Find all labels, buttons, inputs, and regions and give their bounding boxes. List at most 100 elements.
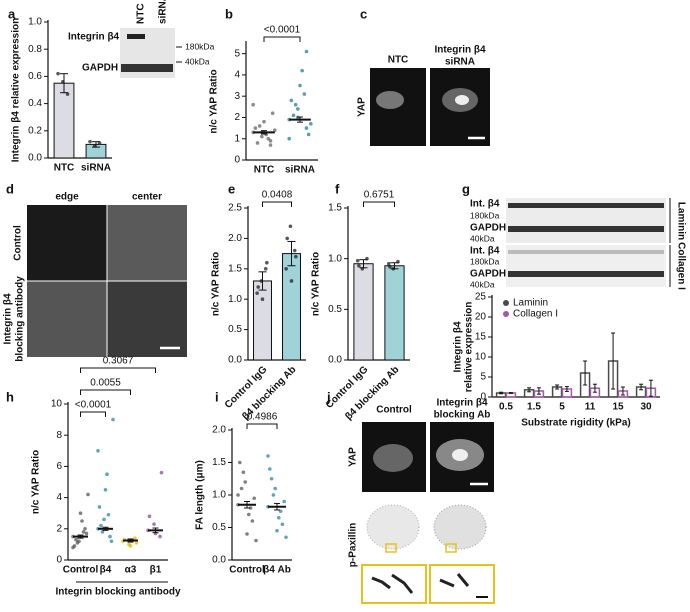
y-tick-label: 8 bbox=[56, 430, 62, 441]
zoom-inset bbox=[361, 564, 427, 604]
panel-letter: a bbox=[8, 6, 16, 21]
data-point bbox=[284, 267, 288, 271]
y-tick-label: 2.5 bbox=[228, 203, 242, 214]
data-point bbox=[265, 260, 269, 265]
data-point bbox=[84, 531, 89, 536]
data-point bbox=[75, 541, 80, 545]
data-point bbox=[236, 493, 240, 497]
p-value: <0.0001 bbox=[264, 25, 301, 36]
data-point bbox=[304, 49, 309, 54]
data-point bbox=[158, 534, 162, 539]
band bbox=[508, 250, 664, 254]
significance-bracket bbox=[80, 367, 156, 373]
legend-label: Collagen I bbox=[513, 309, 558, 320]
data-point bbox=[266, 136, 271, 141]
data-point bbox=[80, 519, 84, 523]
data-point bbox=[309, 122, 313, 126]
bar bbox=[353, 263, 374, 361]
marker-label: 40kDa bbox=[185, 56, 210, 66]
x-axis-label: Substrate rigidity (kPa) bbox=[521, 418, 630, 429]
marker-label: 40kDa bbox=[470, 233, 495, 243]
data-point bbox=[255, 141, 260, 145]
legend-marker bbox=[503, 300, 509, 306]
y-axis-label: relative expression bbox=[464, 302, 475, 393]
marker-label: 180kDa bbox=[470, 210, 500, 220]
y-axis-label: n/c YAP Ratio bbox=[211, 252, 222, 316]
band bbox=[508, 226, 664, 232]
blot-a: Integrin β4 GAPDH NTC siRNA 180kDa 40kDa bbox=[68, 0, 215, 78]
data-point bbox=[355, 258, 360, 263]
data-point bbox=[388, 264, 392, 269]
row-label: Int. β4 bbox=[470, 246, 500, 257]
x-tick-label: 5 bbox=[559, 402, 565, 413]
data-point bbox=[245, 532, 249, 536]
data-point bbox=[100, 530, 105, 534]
x-tick-label: 0.5 bbox=[499, 402, 513, 413]
y-tick-label: 5 bbox=[234, 48, 240, 59]
data-point bbox=[275, 528, 279, 533]
data-point bbox=[304, 126, 309, 130]
cell bbox=[376, 91, 404, 109]
y-tick-label: 10 bbox=[475, 352, 487, 363]
data-point bbox=[83, 527, 87, 531]
x-tick-label: β4 Ab bbox=[263, 565, 291, 576]
data-point bbox=[257, 124, 262, 128]
y-tick-label: 25 bbox=[475, 292, 487, 303]
significance-bracket bbox=[80, 411, 106, 417]
data-point bbox=[103, 488, 108, 492]
data-point bbox=[386, 261, 391, 266]
data-point bbox=[253, 126, 258, 130]
column-label: NTC bbox=[388, 55, 409, 66]
y-tick-label: 1.0 bbox=[228, 294, 242, 305]
data-point bbox=[159, 470, 164, 475]
y-axis-label: Integrin β4 bbox=[453, 321, 464, 373]
data-point bbox=[273, 128, 277, 133]
row-label: GAPDH bbox=[470, 223, 506, 234]
cell bbox=[366, 504, 420, 550]
y-tick-label: 10 bbox=[51, 399, 63, 410]
data-point bbox=[134, 541, 139, 545]
y-tick-label: 0.8 bbox=[28, 44, 42, 55]
x-tick-label: NTC bbox=[54, 163, 75, 174]
row-label: Control bbox=[13, 225, 24, 261]
marker-label: 180kDa bbox=[185, 41, 215, 51]
row-label: Integrin β4 bbox=[3, 293, 14, 345]
marker-label: 40kDa bbox=[470, 279, 495, 289]
marker-label: 180kDa bbox=[470, 256, 500, 266]
data-point bbox=[287, 136, 292, 141]
data-point bbox=[263, 267, 268, 271]
y-tick-label: 3 bbox=[234, 91, 240, 102]
data-point bbox=[256, 285, 260, 289]
p-value: 0.3067 bbox=[103, 356, 134, 367]
data-point bbox=[241, 470, 246, 475]
data-point bbox=[291, 113, 296, 118]
y-tick-label: 20 bbox=[475, 312, 487, 323]
p-value: 0.0408 bbox=[262, 190, 293, 201]
data-point bbox=[152, 522, 156, 526]
p-value: 0.0055 bbox=[90, 378, 121, 389]
y-tick-label: 1.0 bbox=[328, 253, 342, 264]
x-tick-label: NTC bbox=[254, 165, 275, 176]
panel-letter: e bbox=[228, 181, 235, 196]
y-tick-label: 2.0 bbox=[212, 425, 226, 436]
column-label: Integrin β4 bbox=[436, 398, 488, 409]
data-point bbox=[260, 134, 264, 139]
y-axis-label: n/c YAP Ratio bbox=[209, 69, 220, 133]
y-tick-label: 2 bbox=[56, 523, 62, 534]
blot-target: Integrin β4 bbox=[68, 32, 120, 43]
data-point bbox=[81, 530, 86, 534]
p-value: 0.4986 bbox=[247, 412, 278, 423]
band bbox=[508, 203, 664, 208]
y-tick-label: 2.0 bbox=[228, 233, 242, 244]
x-tick-label: Control bbox=[63, 565, 99, 576]
data-point bbox=[270, 111, 275, 115]
data-point bbox=[71, 545, 75, 550]
adhesions bbox=[371, 573, 470, 594]
data-point bbox=[252, 496, 256, 501]
data-point bbox=[296, 107, 300, 111]
y-tick-label: 2 bbox=[234, 112, 240, 123]
data-point bbox=[96, 449, 100, 453]
y-tick-label: 0 bbox=[56, 555, 62, 566]
panel-c-images: c NTC Integrin β4 siRNA YAP bbox=[357, 6, 490, 146]
